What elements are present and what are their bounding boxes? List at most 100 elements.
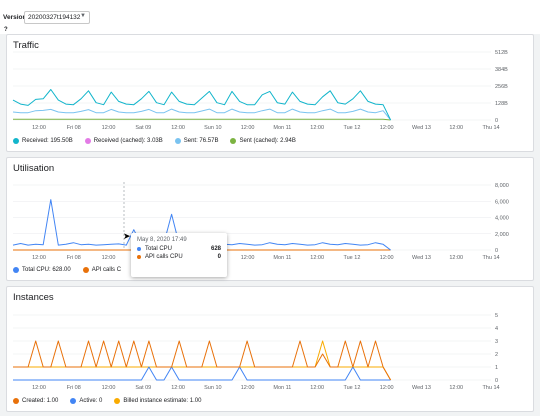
instances-x-tick: 12:00 <box>32 385 46 391</box>
traffic-y-tick: 256B <box>495 84 508 90</box>
instances-chart[interactable]: 5 4 3 2 1 0 12:00 Fri 08 12:00 Sat 09 12:00 Sun 10 1… <box>7 287 535 413</box>
utilisation-legend-item[interactable]: API calls C <box>82 267 121 273</box>
instances-y-tick: 2 <box>495 352 498 358</box>
instances-x-tick: Wed 13 <box>412 385 431 391</box>
traffic-x-tick: Sat 09 <box>135 125 151 131</box>
utilisation-card: Utilisation 8,000 6,000 4,000 2,000 0 12:00 Fr… <box>6 157 534 281</box>
tooltip-row-api-cpu: API calls CPU 0 <box>137 254 221 260</box>
utilisation-legend-item[interactable]: Total CPU: 628.00 <box>13 267 71 273</box>
traffic-x-tick: 12:00 <box>32 125 46 131</box>
instances-series-billed-instance-estimate <box>13 340 392 381</box>
instances-series-created <box>13 340 392 381</box>
traffic-legend-label: Sent (cached): 2.94B <box>239 138 296 144</box>
traffic-x-tick: Tue 12 <box>343 125 360 131</box>
instances-legend-item[interactable]: Billed instance estimate: 1.00 <box>114 398 201 404</box>
tooltip-total-cpu-label: Total CPU <box>145 246 173 252</box>
question-icon[interactable]: ? <box>4 27 8 33</box>
instances-x-tick: Thu 14 <box>482 385 499 391</box>
traffic-x-tick: 12:00 <box>102 125 116 131</box>
utilisation-x-tick: 12:00 <box>32 255 46 261</box>
instances-x-tick: 12:00 <box>241 385 255 391</box>
traffic-legend-label: Sent: 76.57B <box>183 138 219 144</box>
instances-x-tick: Mon 11 <box>273 385 291 391</box>
traffic-series-received <box>12 89 392 121</box>
instances-legend-item[interactable]: Active: 0 <box>70 398 102 404</box>
instances-x-tick: 12:00 <box>310 385 324 391</box>
instances-legend-swatch <box>70 398 77 404</box>
utilisation-x-tick: Fri 08 <box>67 255 81 261</box>
traffic-x-tick: 12:00 <box>380 125 394 131</box>
traffic-x-tick: 12:00 <box>310 125 324 131</box>
instances-x-tick: 12:00 <box>102 385 116 391</box>
traffic-legend-label: Received (cached): 3.03B <box>93 138 163 144</box>
instances-x-tick: Fri 08 <box>67 385 81 391</box>
utilisation-y-tick: 4,000 <box>495 216 509 222</box>
traffic-legend-swatch <box>84 138 91 144</box>
tooltip-total-cpu-value: 628 <box>210 246 221 252</box>
utilisation-x-tick: 12:00 <box>241 255 255 261</box>
instances-y-tick: 0 <box>495 378 498 384</box>
traffic-y-tick: 384B <box>495 67 508 73</box>
traffic-series-received-cached- <box>13 118 391 121</box>
traffic-legend-item[interactable]: Sent: 76.57B <box>174 138 219 144</box>
utilisation-x-tick: 12:00 <box>380 255 394 261</box>
utilisation-legend: Total CPU: 628.00 API calls C <box>13 267 121 273</box>
traffic-legend-swatch <box>174 138 181 144</box>
mouse-pointer-icon: ➤ <box>123 231 131 241</box>
traffic-legend-label: Received: 195.50B <box>22 138 73 144</box>
instances-legend-label: Active: 0 <box>79 398 103 404</box>
instances-x-tick: 12:00 <box>171 385 185 391</box>
instances-legend-swatch <box>114 398 121 404</box>
traffic-legend-item[interactable]: Sent (cached): 2.94B <box>230 138 296 144</box>
traffic-legend-swatch <box>230 138 237 144</box>
chevron-down-icon: ▼ <box>80 13 86 19</box>
instances-legend-label: Billed instance estimate: 1.00 <box>123 398 202 404</box>
instances-x-tick: Sun 10 <box>204 385 221 391</box>
utilisation-x-tick: Tue 12 <box>343 255 360 261</box>
instances-card: Instances 5 4 3 2 1 0 12:00 Fri 08 12:00 Sat 09 12… <box>6 286 534 412</box>
instances-y-tick: 3 <box>495 339 498 345</box>
version-label: Version <box>3 14 27 21</box>
traffic-legend-item[interactable]: Received: 195.50B <box>13 138 73 144</box>
traffic-x-tick: Fri 08 <box>67 125 81 131</box>
tooltip-date: May 8, 2020 17:49 <box>137 237 187 243</box>
instances-title: Instances <box>13 292 54 303</box>
utilisation-y-tick: 8,000 <box>495 183 509 189</box>
traffic-y-tick: 0 <box>495 118 498 124</box>
instances-x-tick: Sat 09 <box>135 385 151 391</box>
instances-legend-item[interactable]: Created: 1.00 <box>13 398 58 404</box>
utilisation-x-tick: 12:00 <box>102 255 116 261</box>
instances-y-tick: 1 <box>495 365 498 371</box>
traffic-chart[interactable]: 512B 384B 256B 128B 0 12:00 Fri 08 12:00 Sat 09 1… <box>7 35 535 153</box>
utilisation-legend-swatch <box>82 267 89 273</box>
utilisation-title: Utilisation <box>13 163 55 174</box>
version-bar: Version 20200327t194132 ▼ ? <box>0 0 540 34</box>
version-select[interactable]: 20200327t194132 ▼ <box>24 11 90 24</box>
utilisation-legend-label: Total CPU: 628.00 <box>22 267 71 273</box>
traffic-title: Traffic <box>13 40 39 51</box>
utilisation-y-tick: 2,000 <box>495 232 509 238</box>
traffic-x-tick: 12:00 <box>241 125 255 131</box>
instances-legend-swatch <box>13 398 19 404</box>
utilisation-x-tick: 12:00 <box>310 255 324 261</box>
utilisation-x-tick: Wed 13 <box>412 255 431 261</box>
instances-series-active <box>13 366 391 381</box>
instances-legend: Created: 1.00 Active: 0 Billed instance es… <box>13 398 201 404</box>
traffic-x-tick: Thu 14 <box>482 125 499 131</box>
instances-x-tick: Tue 12 <box>343 385 360 391</box>
utilisation-y-tick: 6,000 <box>495 199 509 205</box>
utilisation-y-tick: 0 <box>495 248 498 254</box>
traffic-x-tick: Mon 11 <box>273 125 291 131</box>
tooltip-api-cpu-value: 0 <box>217 254 221 260</box>
tooltip-row-total-cpu: Total CPU 628 <box>137 246 221 252</box>
utilisation-legend-swatch <box>13 267 19 273</box>
traffic-legend-item[interactable]: Received (cached): 3.03B <box>84 138 163 144</box>
traffic-legend: Received: 195.50B Received (cached): 3.03… <box>13 138 296 144</box>
traffic-card: Traffic 512B 384B 256B 128B 0 12:00 Fri 08 12:0… <box>6 34 534 152</box>
tooltip-api-cpu-swatch <box>137 255 141 259</box>
traffic-series-sent <box>12 108 391 121</box>
instances-y-tick: 4 <box>495 326 498 332</box>
traffic-x-tick: Wed 13 <box>412 125 431 131</box>
traffic-x-tick: 12:00 <box>171 125 185 131</box>
